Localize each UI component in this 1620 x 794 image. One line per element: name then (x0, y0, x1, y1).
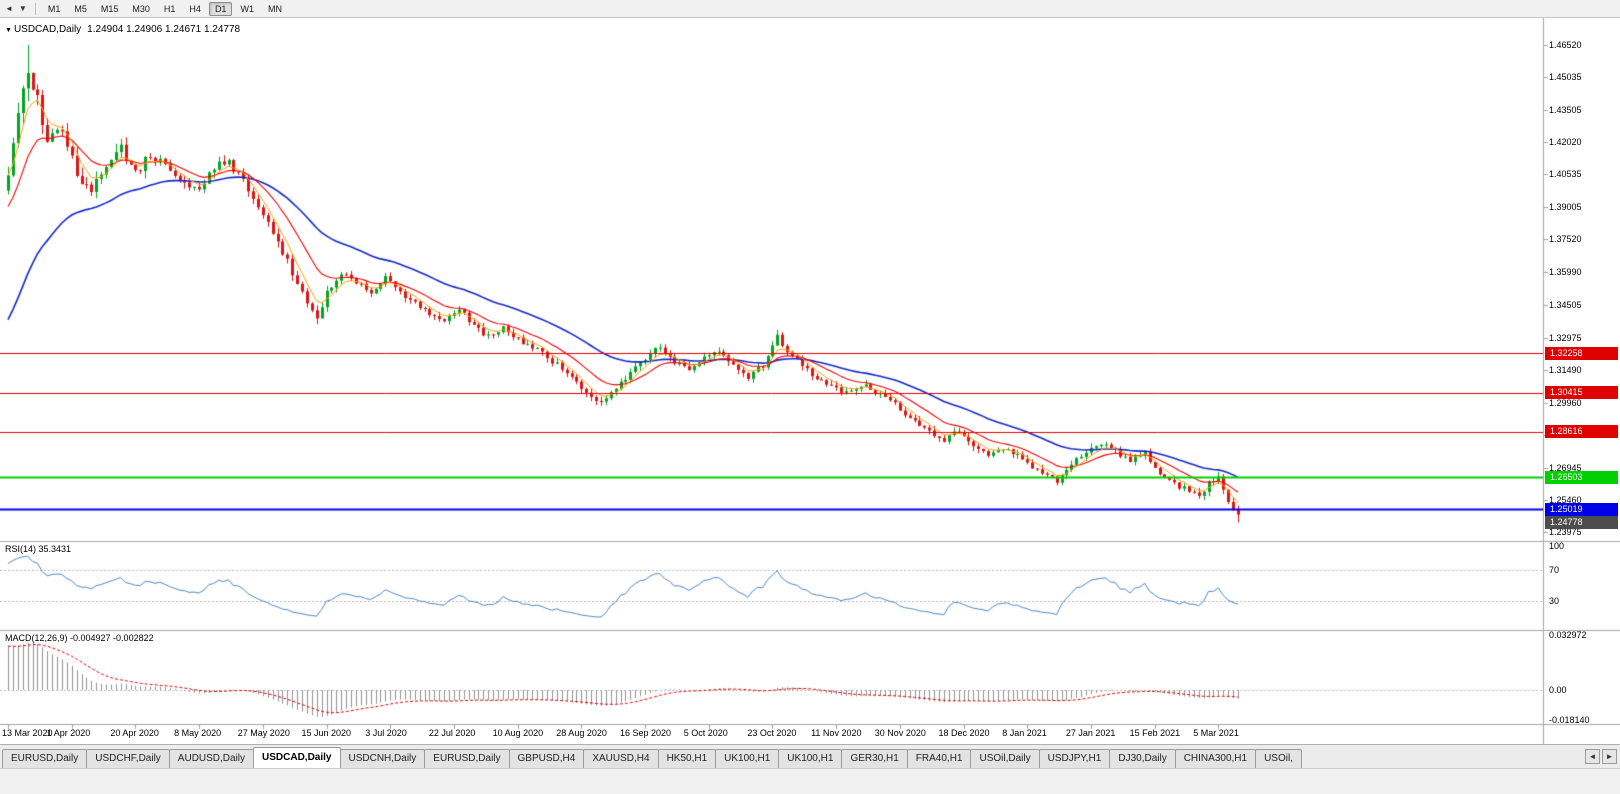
timeframe-button-m5[interactable]: M5 (74, 3, 87, 14)
timeframe-button-m30[interactable]: M30 (132, 3, 150, 14)
timeframe-buttons: M1 M5 M15 M30 H1 H4 D1 W1 MN (41, 1, 289, 16)
price-line-badge: 1.24778 (1545, 515, 1618, 529)
toolbar-separator (34, 2, 36, 15)
macd-axis-tick: -0.018140 (1549, 715, 1590, 726)
price-axis-tick: 1.25460 (1549, 494, 1582, 505)
symbol-tab-uk100-h1[interactable]: UK100,H1 (715, 749, 780, 768)
symbol-tabs: EURUSD,Daily USDCHF,Daily AUDUSD,Daily USDC… (2, 747, 1576, 768)
price-axis-tick: 1.42020 (1549, 137, 1582, 148)
date-axis-label: 10 Aug 2020 (492, 728, 544, 738)
date-axis-label: 15 Feb 2021 (1129, 728, 1181, 738)
price-axis-tick: 1.39005 (1549, 202, 1582, 213)
price-line-badge: 1.32258 (1545, 346, 1618, 360)
toolbar-dropdown-icon[interactable]: ▼ (18, 4, 27, 13)
date-axis-label: 5 Oct 2020 (683, 728, 728, 738)
symbol-tab-gbpusd-h4[interactable]: GBPUSD,H4 (508, 749, 585, 768)
date-axis-label: 3 Jul 2020 (365, 728, 407, 738)
price-chart-canvas[interactable] (0, 18, 1620, 744)
price-axis-tick: 1.29960 (1549, 397, 1582, 408)
symbol-tab-dj30-daily[interactable]: DJ30,Daily (1109, 749, 1176, 768)
rsi-axis-tick: 30 (1549, 596, 1560, 607)
chart-symbol-label: USDCAD,Daily (13, 24, 82, 35)
timeframe-button-m15[interactable]: M15 (100, 3, 119, 14)
symbol-tab-usdcad-daily[interactable]: USDCAD,Daily (253, 747, 341, 768)
timeframe-button-h1[interactable]: H1 (163, 3, 176, 14)
macd-indicator-label: MACD(12,26,9) -0.004927 -0.002822 (5, 633, 154, 643)
date-axis-label: 30 Nov 2020 (874, 728, 926, 738)
price-axis-tick: 1.34505 (1549, 299, 1582, 310)
price-axis-tick: 1.23975 (1549, 527, 1582, 538)
date-axis-label: 15 Jun 2020 (301, 728, 352, 738)
symbol-tab-usoil-daily[interactable]: USOil,Daily (970, 749, 1040, 768)
date-axis-label: 23 Oct 2020 (747, 728, 797, 738)
date-axis-label: 5 Mar 2021 (1193, 728, 1239, 738)
macd-axis-tick: 0.032972 (1549, 630, 1587, 640)
symbol-tab-ger30-h1[interactable]: GER30,H1 (841, 749, 908, 768)
date-axis-label: 27 Jan 2021 (1065, 728, 1116, 738)
date-axis-label: 28 Aug 2020 (556, 728, 607, 738)
price-line-badge: 1.28616 (1545, 425, 1618, 439)
price-axis-tick: 1.31490 (1549, 364, 1582, 375)
symbol-tab-usdjpy-h1[interactable]: USDJPY,H1 (1038, 749, 1111, 768)
price-line-badge: 1.30415 (1545, 386, 1618, 400)
symbol-tab-audusd-daily[interactable]: AUDUSD,Daily (168, 749, 255, 768)
status-bar (0, 768, 1620, 794)
date-axis-label: 22 Jul 2020 (428, 728, 476, 738)
macd-axis-tick: 0.00 (1549, 685, 1567, 695)
price-axis-tick: 1.35990 (1549, 267, 1582, 278)
price-axis-tick: 1.45035 (1549, 72, 1582, 83)
toolbar-back-icon[interactable]: ◄ (5, 4, 13, 13)
date-axis-label: 8 Jan 2021 (1002, 728, 1047, 738)
symbol-tabbar: EURUSD,Daily USDCHF,Daily AUDUSD,Daily USDC… (0, 744, 1620, 768)
price-axis-tick: 1.37520 (1549, 234, 1582, 245)
price-line-badge: 1.25019 (1545, 502, 1618, 516)
rsi-axis-tick: 100 (1549, 541, 1565, 551)
symbol-tab-usdcnh-daily[interactable]: USDCNH,Daily (339, 749, 426, 768)
price-line-badge: 1.26503 (1545, 470, 1618, 484)
symbol-tab-usoil-[interactable]: USOil, (1255, 749, 1302, 768)
timeframe-button-h4[interactable]: H4 (189, 3, 201, 14)
timeframe-button-mn[interactable]: MN (267, 3, 282, 14)
date-axis-label: 18 Dec 2020 (938, 728, 990, 738)
date-axis-label: 8 May 2020 (174, 728, 222, 738)
chart-dropdown-icon[interactable]: ▼ (5, 27, 12, 34)
symbol-tab-hk50-h1[interactable]: HK50,H1 (657, 749, 717, 768)
timeframe-button-m1[interactable]: M1 (47, 3, 61, 14)
tabs-scroll-left-button[interactable]: ◄ (1585, 749, 1600, 764)
date-axis-label: 20 Apr 2020 (110, 728, 159, 738)
rsi-indicator-label: RSI(14) 35.3431 (5, 544, 72, 554)
symbol-tab-eurusd-daily[interactable]: EURUSD,Daily (2, 749, 88, 768)
price-axis-tick: 1.40535 (1549, 169, 1582, 180)
price-axis-tick: 1.26945 (1549, 462, 1582, 473)
tabs-scroll-right-button[interactable]: ► (1602, 749, 1617, 764)
symbol-tab-eurusd-daily[interactable]: EURUSD,Daily (424, 749, 510, 768)
chart-area[interactable]: ▼ USDCAD,Daily 1.24904 1.24906 1.24671 1.2… (0, 18, 1620, 744)
symbol-tab-fra40-h1[interactable]: FRA40,H1 (906, 749, 972, 768)
symbol-tab-usdchf-daily[interactable]: USDCHF,Daily (86, 749, 170, 768)
date-axis-label: 11 Nov 2020 (811, 728, 862, 738)
symbol-tab-uk100-h1[interactable]: UK100,H1 (778, 749, 843, 768)
ohlc-readout: ▼ USDCAD,Daily 1.24904 1.24906 1.24671 1.2… (5, 24, 240, 35)
rsi-axis-tick: 70 (1549, 564, 1560, 575)
symbol-tab-xauusd-h4[interactable]: XAUUSD,H4 (583, 749, 659, 768)
tab-scroll-controls: ◄ ► (1585, 749, 1617, 764)
timeframe-button-d1[interactable]: D1 (208, 1, 233, 16)
date-axis-label: 1 Apr 2020 (46, 728, 91, 738)
symbol-tab-china300-h1[interactable]: CHINA300,H1 (1174, 749, 1257, 768)
price-axis-tick: 1.43505 (1549, 105, 1582, 116)
price-axis-tick: 1.46520 (1549, 40, 1582, 50)
date-axis-label: 16 Sep 2020 (620, 728, 672, 738)
date-axis-label: 27 May 2020 (237, 728, 290, 738)
timeframe-button-w1[interactable]: W1 (240, 3, 254, 14)
date-axis-label: 13 Mar 2020 (2, 728, 53, 738)
price-axis-tick: 1.32975 (1549, 332, 1582, 343)
chart-ohlc-values: 1.24904 1.24906 1.24671 1.24778 (87, 24, 241, 35)
toolbar: ◄ ▼ M1 M5 M15 M30 H1 H4 D1 W1 MN (0, 0, 1620, 18)
